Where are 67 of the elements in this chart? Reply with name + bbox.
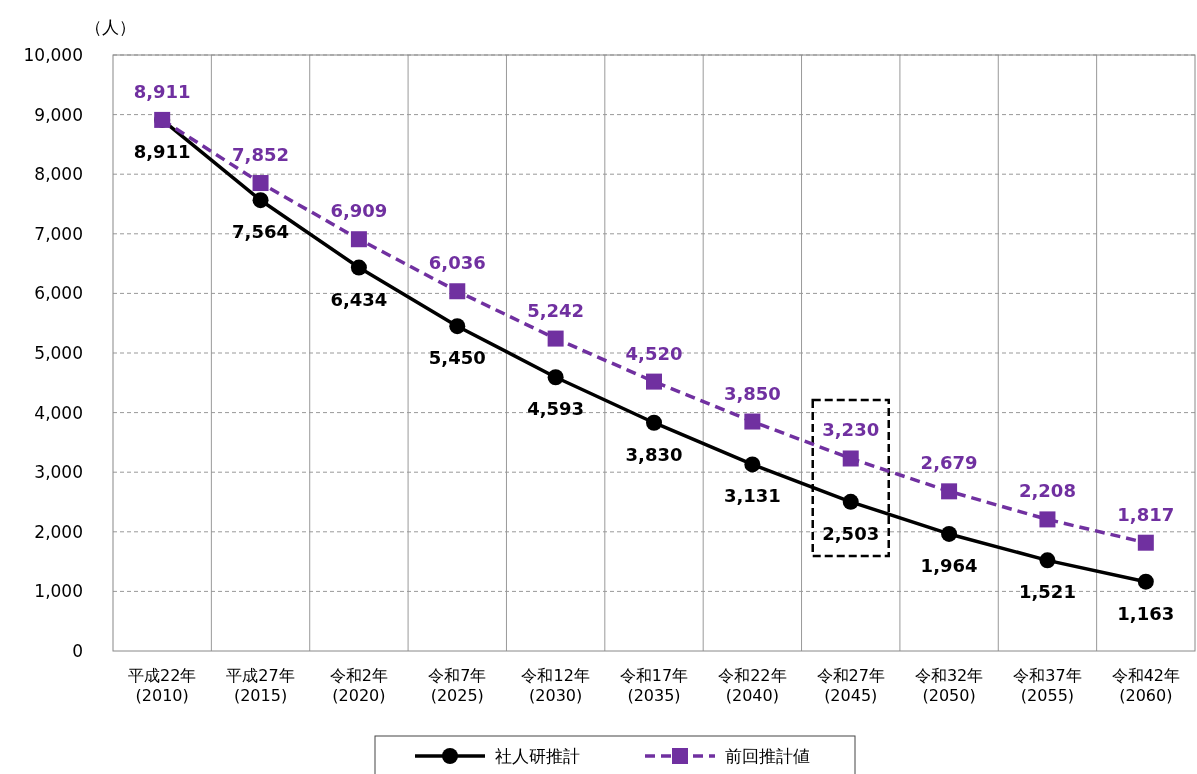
x-tick-label: 令和37年 (2055) [1013, 666, 1082, 705]
x-tick-label: 平成22年 (2010) [128, 666, 197, 705]
x-tick-label: 令和7年 (2025) [428, 666, 487, 705]
point [350, 231, 367, 248]
y-tick-label: 5,000 [34, 343, 83, 363]
point [744, 413, 761, 430]
x-tick-label: 令和17年 (2035) [619, 666, 689, 705]
point [744, 456, 761, 473]
y-tick-label: 2,000 [34, 521, 83, 542]
legend-label: 社人研推計 [495, 746, 580, 766]
point [449, 318, 466, 335]
data-label: 2,679 [920, 452, 978, 474]
x-tick-label: 令和42年 (2060) [1111, 666, 1180, 705]
data-label: 8,911 [133, 140, 191, 162]
y-tick-label: 3,000 [34, 462, 83, 483]
data-label: 6,434 [330, 288, 388, 310]
data-label: 6,036 [428, 252, 486, 274]
point [252, 175, 269, 192]
point [252, 192, 269, 209]
data-label: 2,208 [1018, 480, 1076, 502]
legend-label: 前回推計値 [725, 746, 810, 766]
data-label: 1,964 [920, 554, 978, 576]
x-tick-label: 令和27年 (2045) [816, 666, 885, 705]
y-tick-label: 7,000 [34, 223, 83, 244]
data-label: 6,909 [330, 200, 388, 222]
point [1137, 573, 1154, 590]
point [547, 369, 564, 386]
data-label: 1,817 [1117, 503, 1175, 525]
x-tick-label: 令和32年 (2050) [914, 666, 984, 705]
x-tick-label: 令和12年 (2030) [521, 666, 590, 705]
data-label: 8,911 [133, 80, 191, 102]
point [547, 330, 564, 347]
point [350, 259, 367, 276]
data-label: 5,242 [527, 299, 585, 321]
y-tick-label: 10,000 [23, 45, 83, 65]
data-label: 1,163 [1117, 602, 1175, 624]
data-label: 3,830 [625, 443, 683, 465]
data-label: 2,503 [822, 522, 880, 544]
data-label: 4,593 [527, 398, 585, 420]
data-label: 7,852 [232, 144, 290, 166]
data-label: 7,564 [232, 221, 290, 243]
point [941, 525, 958, 542]
x-tick-label: 令和22年 (2040) [718, 666, 787, 705]
point [1137, 534, 1154, 551]
y-tick-label: 9,000 [34, 104, 83, 125]
y-tick-label: 6,000 [34, 283, 83, 304]
x-tick-label: 令和2年 (2020) [329, 666, 388, 705]
point [449, 283, 466, 300]
data-label: 5,450 [428, 347, 486, 369]
y-tick-label: 1,000 [34, 581, 83, 602]
point [842, 493, 859, 510]
point [1039, 511, 1056, 528]
y-tick-label: 8,000 [34, 164, 83, 185]
data-label: 1,521 [1018, 581, 1076, 603]
data-label: 4,520 [625, 342, 683, 364]
x-tick-label: 平成27年 (2015) [226, 666, 295, 705]
point [842, 450, 859, 467]
y-tick-label: 0 [72, 641, 83, 661]
point [646, 373, 662, 390]
data-label: 3,230 [822, 419, 880, 441]
data-label: 3,131 [723, 485, 781, 507]
point [941, 483, 958, 500]
point [1039, 552, 1056, 569]
y-tick-label: 4,000 [34, 402, 83, 423]
point [646, 414, 662, 431]
data-label: 3,850 [723, 382, 781, 404]
y-axis-title: （人） [85, 17, 136, 37]
